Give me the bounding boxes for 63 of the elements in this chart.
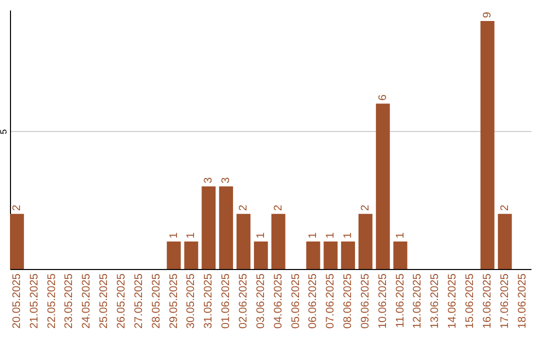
x-tick-label: 25.05.2025 <box>98 274 110 329</box>
x-tick-label: 15.06.2025 <box>464 274 476 329</box>
data-label: 1 <box>307 232 320 238</box>
data-label: 6 <box>376 94 389 101</box>
data-label: 1 <box>342 232 354 238</box>
bar <box>166 241 181 269</box>
x-tick-label: 03.06.2025 <box>254 274 267 329</box>
x-tick-label: 30.05.2025 <box>185 274 198 329</box>
data-label: 1 <box>185 232 198 238</box>
x-tick-label: 14.06.2025 <box>446 274 459 329</box>
bar <box>219 186 234 269</box>
data-label: 2 <box>237 204 250 211</box>
x-tick-label: 11.06.2025 <box>394 274 406 328</box>
x-tick-label: 20.05.2025 <box>10 274 23 329</box>
x-tick-label: 09.06.2025 <box>359 274 372 329</box>
bar <box>393 241 408 269</box>
bar <box>358 214 372 269</box>
bar <box>480 21 494 269</box>
x-tick-label: 31.05.2025 <box>202 274 215 329</box>
data-label: 2 <box>10 204 23 211</box>
x-tick-label: 27.05.2025 <box>132 274 145 329</box>
data-label: 2 <box>272 204 284 211</box>
bar <box>236 214 250 269</box>
x-tick-label: 07.06.2025 <box>324 274 337 329</box>
bar <box>254 241 268 269</box>
x-tick-label: 22.05.2025 <box>46 274 58 329</box>
data-label: 2 <box>359 204 372 211</box>
data-label: 1 <box>168 232 180 238</box>
x-tick-label: 05.06.2025 <box>290 274 302 329</box>
x-tick-label: 06.06.2025 <box>307 274 320 329</box>
data-label: 1 <box>254 232 267 238</box>
x-tick-label: 17.06.2025 <box>498 274 511 329</box>
data-label: 3 <box>202 177 215 184</box>
bar <box>498 214 512 269</box>
x-tick-label: 24.05.2025 <box>80 274 93 329</box>
bar <box>324 241 338 269</box>
x-tick-label: 26.05.2025 <box>116 274 128 329</box>
bar <box>271 214 286 269</box>
bar <box>341 241 356 269</box>
bar <box>376 104 390 269</box>
x-tick-label: 01.06.2025 <box>220 274 232 329</box>
bar <box>184 241 198 269</box>
x-tick-label: 13.06.2025 <box>429 274 442 329</box>
x-tick-label: 16.06.2025 <box>481 274 494 329</box>
x-tick-label: 18.06.2025 <box>516 274 528 329</box>
x-tick-label: 28.05.2025 <box>150 274 162 329</box>
data-label: 2 <box>498 204 511 211</box>
bar <box>306 241 320 269</box>
x-tick-label: 21.05.2025 <box>28 274 40 329</box>
data-label: 1 <box>394 232 406 238</box>
x-tick-label: 10.06.2025 <box>376 274 389 329</box>
x-tick-label: 12.06.2025 <box>412 274 424 329</box>
y-tick-label: 5 <box>0 129 8 134</box>
x-tick-label: 23.05.2025 <box>63 274 76 329</box>
x-tick-label: 02.06.2025 <box>237 274 250 329</box>
x-tick-label: 08.06.2025 <box>342 274 354 329</box>
x-tick-label: 29.05.2025 <box>168 274 180 329</box>
bar <box>202 186 216 269</box>
data-label: 1 <box>324 232 337 238</box>
data-label: 3 <box>220 177 232 184</box>
data-label: 9 <box>481 12 494 18</box>
x-tick-label: 04.06.2025 <box>272 274 284 329</box>
bar <box>10 214 24 269</box>
